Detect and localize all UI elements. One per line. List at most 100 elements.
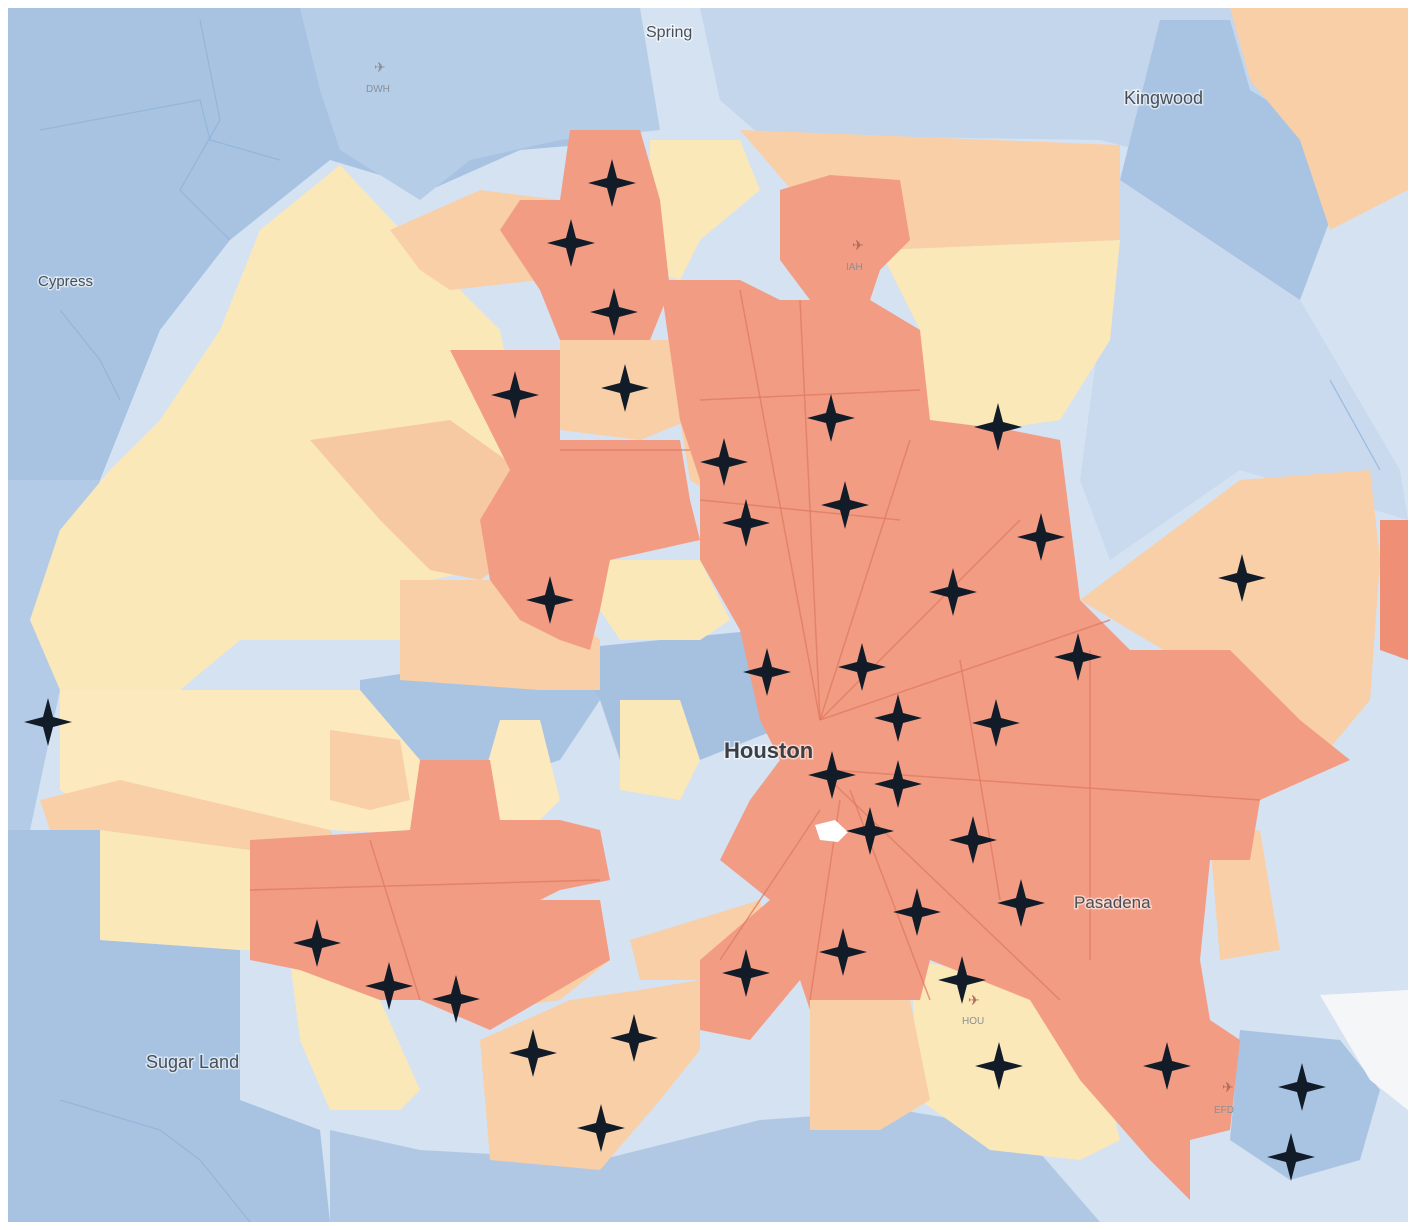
district-line — [1329, 379, 1381, 471]
star-marker-icon — [1278, 1063, 1326, 1111]
star-marker-icon — [1218, 554, 1266, 602]
airport-dwh: ✈ DWH — [366, 61, 390, 95]
tract-orange-west-band — [40, 780, 340, 850]
star-marker-icon — [743, 648, 791, 696]
star-marker-icon — [610, 1014, 658, 1062]
city-label-spring: Spring — [646, 24, 692, 41]
tract-southeast-blue — [1230, 1030, 1380, 1180]
tract-orange-west — [310, 420, 520, 580]
tract-yellow-northwest — [30, 165, 520, 690]
star-marker-icon — [590, 288, 638, 336]
district-line — [39, 99, 281, 161]
salmon-tracts — [250, 130, 1408, 1200]
airport-label-iah: IAH — [846, 262, 863, 273]
tract-yellow-center-south — [620, 700, 700, 800]
star-marker-icon — [808, 751, 856, 799]
star-marker-icon — [949, 816, 997, 864]
star-marker-icon — [526, 576, 574, 624]
star-marker-icon — [997, 879, 1045, 927]
district-line — [59, 309, 121, 401]
boundary-line — [819, 519, 1021, 721]
tract-orange-southeast — [1210, 830, 1280, 960]
star-marker-icon — [807, 394, 855, 442]
star-marker-icon — [893, 888, 941, 936]
star-marker-icon — [601, 364, 649, 412]
star-marker-icon — [700, 438, 748, 486]
airport-label-efd: EFD — [1214, 1105, 1234, 1116]
star-marker-icon — [938, 956, 986, 1004]
tract-salmon-northwest — [450, 350, 700, 650]
star-marker-icon — [588, 159, 636, 207]
star-marker-icon — [821, 481, 869, 529]
background-lines — [39, 19, 1381, 1223]
star-marker-icon — [874, 760, 922, 808]
tract-boundaries — [249, 289, 1261, 1001]
tract-white-small — [815, 820, 848, 842]
boundary-line — [699, 499, 901, 521]
tract-orange-south-d — [810, 1000, 930, 1130]
star-marker-icon — [975, 1042, 1023, 1090]
star-marker-icon — [293, 919, 341, 967]
star-marker-icon — [577, 1104, 625, 1152]
star-marker-icon — [819, 928, 867, 976]
star-marker-icon — [838, 643, 886, 691]
district-line — [179, 19, 231, 241]
boundary-line — [849, 789, 931, 1001]
tract-salmon-core — [660, 280, 1350, 1200]
star-marker-icon — [722, 949, 770, 997]
boundary-line — [739, 289, 821, 721]
yellow-tracts — [30, 140, 1120, 1160]
city-label-pasadena: Pasadena — [1074, 893, 1151, 912]
star-marker-icon — [929, 568, 977, 616]
star-marker-icon — [491, 371, 539, 419]
star-marker-icon — [509, 1029, 557, 1077]
tract-yellow-southwest — [100, 830, 250, 950]
plane-icon: ✈ — [374, 61, 386, 76]
star-marker-icon — [1143, 1042, 1191, 1090]
boundary-line — [369, 839, 421, 1001]
airport-label-dwh: DWH — [366, 84, 390, 95]
airport-label-hou: HOU — [962, 1016, 984, 1027]
airport-iah: ✈ IAH — [846, 239, 864, 273]
star-marker-icon — [1017, 513, 1065, 561]
star-marker-icon — [722, 499, 770, 547]
star-marker-icon — [1054, 633, 1102, 681]
tract-salmon-iah — [780, 175, 910, 300]
star-marker-icon — [24, 698, 72, 746]
city-label-houston: Houston — [724, 738, 813, 763]
tract-salmon-southwest — [250, 760, 610, 1030]
boundary-line — [819, 619, 1111, 721]
star-marker-icon — [972, 699, 1020, 747]
plane-icon: ✈ — [1222, 1081, 1234, 1096]
boundary-line — [799, 299, 821, 721]
star-marker-icon — [974, 403, 1022, 451]
tract-yellow-center — [600, 560, 730, 640]
tract-east — [1080, 180, 1408, 560]
star-marker-icon — [1267, 1133, 1315, 1181]
tract-orange-south-b — [480, 980, 700, 1170]
tract-far-east — [1250, 730, 1408, 1000]
star-marker-icon — [547, 219, 595, 267]
tract-yellow-north — [650, 140, 760, 280]
star-marker-icon — [365, 962, 413, 1010]
boundary-line — [819, 439, 911, 721]
tract-salmon-east-edge — [1380, 520, 1408, 660]
star-marker-icon — [874, 694, 922, 742]
boundary-line — [249, 879, 601, 891]
boundary-line — [699, 389, 921, 401]
plane-icon: ✈ — [968, 994, 980, 1009]
hatched-area — [1320, 990, 1408, 1110]
tract-yellow-south-b — [910, 960, 1120, 1160]
tract-orange-northeast-corner — [1230, 8, 1408, 230]
tract-orange-east — [1080, 470, 1380, 760]
star-marker-icon — [432, 975, 480, 1023]
city-label-cypress: Cypress — [38, 273, 93, 290]
tract-orange-west-lower — [330, 730, 410, 810]
star-marker-icon — [846, 807, 894, 855]
district-line — [59, 1099, 251, 1223]
tract-yellow-south-a — [290, 960, 420, 1110]
airport-efd: ✈ EFD — [1214, 1081, 1234, 1116]
airport-hou: ✈ HOU — [962, 994, 984, 1027]
star-markers — [24, 159, 1326, 1181]
